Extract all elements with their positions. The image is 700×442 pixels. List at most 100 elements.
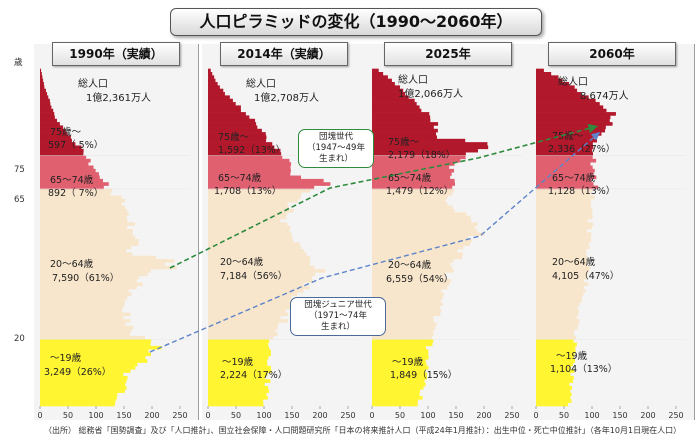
age-bar-33 — [536, 292, 584, 297]
age-bar-51 — [40, 232, 133, 236]
total-value: 1億2,361万人 — [86, 93, 151, 104]
age-bar-71 — [40, 165, 94, 170]
age-bar-11 — [536, 365, 571, 370]
age-bar-21 — [40, 332, 130, 337]
age-bar-10 — [40, 369, 131, 373]
age-bar-92 — [536, 95, 589, 100]
age-bar-84 — [536, 122, 613, 126]
age-bar-24 — [208, 322, 279, 327]
age-bar-35 — [372, 285, 448, 290]
age-bar-31 — [40, 299, 125, 303]
age-bar-85 — [372, 118, 431, 123]
age-bar-60 — [372, 202, 448, 206]
age-bar-97 — [208, 78, 216, 83]
pyramid-panel-2025: 2025年 050100150200250万人 総人口 1億2,066万人 75… — [366, 42, 531, 420]
age-bar-84 — [40, 122, 60, 126]
age-bar-34 — [208, 289, 304, 293]
age-bar-94 — [536, 88, 578, 93]
age-bar-51 — [208, 232, 292, 236]
age-bar-97 — [40, 78, 44, 83]
age-bar-16 — [372, 349, 429, 353]
age-bar-36 — [40, 282, 143, 287]
age-bar-46 — [208, 249, 304, 253]
age-bar-90 — [40, 102, 51, 106]
age-bar-90 — [536, 102, 600, 106]
age-bar-2 — [536, 395, 571, 400]
age-bar-21 — [536, 332, 575, 337]
age-bar-74 — [536, 155, 593, 160]
age-bar-14 — [40, 355, 146, 360]
age-bar-54 — [40, 222, 136, 226]
value-label-75plus: 597（ 5%） — [48, 140, 104, 151]
age-bar-13 — [208, 359, 268, 363]
age-bar-87 — [372, 112, 430, 116]
age-bar-48 — [208, 242, 300, 246]
age-bar-83 — [40, 125, 64, 130]
age-bar-16 — [208, 349, 271, 353]
age-bar-71 — [536, 165, 593, 170]
value-label-20-64: 7,590（61%） — [52, 273, 120, 284]
age-bar-83 — [372, 125, 434, 130]
age-bar-72 — [536, 162, 591, 166]
total-label: 総人口 — [78, 79, 108, 90]
group-label-20-64: 20～64歳 — [220, 257, 264, 268]
age-bar-60 — [40, 202, 122, 206]
age-bar-27 — [536, 312, 579, 317]
age-bar-61 — [372, 198, 446, 203]
age-bar-87 — [536, 112, 616, 116]
group-label-75plus: 75歳～ — [552, 131, 584, 142]
age-bar-32 — [40, 295, 128, 300]
age-bar-3 — [536, 392, 572, 397]
age-bar-15 — [536, 352, 575, 357]
age-bar-28 — [40, 309, 123, 313]
value-label-75plus: 2,336（27%） — [548, 144, 616, 155]
age-bar-92 — [208, 95, 230, 100]
age-bar-33 — [40, 292, 132, 297]
age-bar-83 — [536, 125, 606, 130]
age-bar-15 — [40, 352, 151, 357]
age-bar-51 — [372, 232, 485, 236]
age-bar-100 — [372, 68, 379, 73]
age-bar-54 — [372, 222, 478, 226]
age-bar-99 — [208, 72, 213, 76]
age-bar-2 — [208, 395, 268, 400]
age-bar-19 — [40, 339, 152, 343]
pyramid-chart-1990: 050100150200250万人 — [37, 68, 190, 420]
junior-name: 団塊ジュニア世代 — [304, 300, 372, 310]
total-value: 1億2,066万人 — [398, 89, 463, 100]
age-bar-6 — [372, 382, 426, 387]
age-bar-66 — [40, 182, 109, 186]
age-bar-11 — [372, 365, 429, 370]
age-bar-39 — [40, 272, 148, 277]
age-bar-57 — [40, 212, 129, 216]
age-bar-32 — [536, 295, 583, 300]
age-bar-34 — [40, 289, 129, 293]
age-bar-93 — [208, 92, 225, 96]
age-bar-91 — [536, 98, 596, 103]
age-bar-74 — [40, 155, 87, 160]
age-bar-96 — [208, 82, 218, 86]
age-bar-0 — [372, 402, 418, 407]
age-bar-86 — [372, 115, 431, 120]
total-value: 8,674万人 — [580, 91, 629, 102]
age-bar-93 — [372, 92, 406, 96]
age-bar-47 — [372, 245, 464, 250]
value-label-under19: 1,849（15%） — [390, 370, 458, 381]
age-bar-58 — [536, 208, 593, 213]
age-bar-25 — [40, 319, 131, 323]
age-bar-8 — [536, 375, 574, 380]
age-bar-34 — [536, 289, 586, 293]
age-bar-18 — [40, 342, 151, 347]
age-bar-1 — [40, 399, 116, 403]
age-bar-55 — [372, 218, 472, 223]
age-bar-15 — [372, 352, 429, 357]
age-bar-85 — [536, 118, 610, 123]
age-bar-45 — [372, 252, 463, 256]
x-tick-label-250: 250 — [668, 411, 683, 420]
age-bar-46 — [372, 249, 458, 253]
age-bar-18 — [536, 342, 577, 347]
age-bar-23 — [536, 325, 578, 330]
age-bar-61 — [40, 198, 125, 203]
age-bar-61 — [208, 198, 298, 203]
age-bar-91 — [40, 98, 50, 103]
